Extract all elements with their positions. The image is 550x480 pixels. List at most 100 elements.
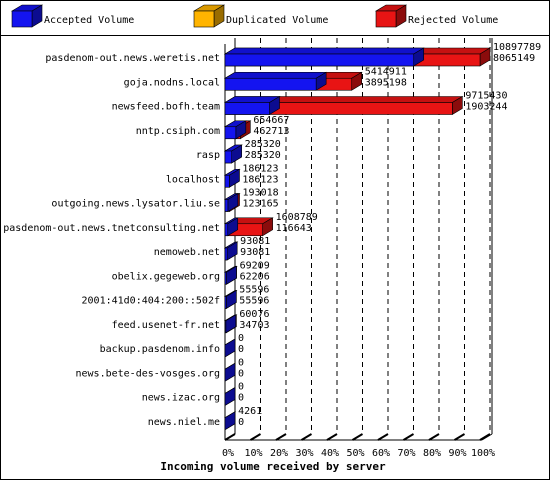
accepted-bar-face: [224, 247, 228, 261]
accepted-bar: [223, 241, 239, 261]
accepted-label: 285320: [245, 150, 281, 161]
total-label: 0: [238, 382, 244, 393]
x-tick: [377, 433, 389, 441]
accepted-bar: [223, 95, 281, 116]
x-tick-label: 70%: [397, 448, 415, 459]
legend-label: Accepted Volume: [44, 15, 134, 26]
accepted-bar: [223, 71, 328, 91]
accepted-bar-face: [224, 126, 237, 140]
x-tick-label: 90%: [448, 448, 466, 459]
accepted-bar: [223, 168, 241, 188]
accepted-label: 186123: [242, 174, 278, 185]
accepted-label: 93081: [240, 247, 270, 258]
x-tick: [479, 433, 491, 441]
accepted-bar: [223, 289, 238, 310]
total-label: 1608789: [276, 212, 318, 223]
accepted-label: 3895198: [365, 77, 407, 88]
accepted-bar: [224, 386, 236, 407]
accepted-bar-face: [224, 296, 227, 309]
y-tick-label: localhost: [166, 174, 220, 185]
accepted-bar-face: [224, 199, 229, 212]
total-label: 9715430: [465, 91, 507, 102]
legend-label: Rejected Volume: [408, 15, 498, 26]
total-label: 69209: [240, 260, 270, 271]
accepted-label: 0: [238, 368, 244, 379]
accepted-bar: [223, 217, 239, 237]
x-tick: [300, 433, 313, 441]
x-tick-label: 30%: [295, 448, 313, 459]
total-label: 654667: [253, 115, 289, 126]
legend-swatch-face: [193, 10, 215, 28]
x-tick-label: 40%: [321, 448, 339, 459]
legend-swatch-face: [375, 10, 397, 28]
total-label: 0: [238, 333, 244, 344]
legend-swatch-face: [11, 10, 33, 28]
x-tick-label: 0%: [222, 448, 234, 459]
x-tick: [326, 433, 338, 441]
y-tick-label: outgoing.news.lysator.liu.se: [51, 199, 220, 210]
y-tick-label: news.izac.org: [142, 393, 220, 404]
accepted-bar: [224, 411, 236, 431]
rejected-bar: [223, 95, 464, 116]
total-label: 10897789: [493, 42, 541, 53]
total-label: 193018: [243, 188, 279, 199]
y-tick-label: goja.nodns.local: [124, 77, 220, 88]
accepted-bar-face: [224, 223, 229, 237]
accepted-bar: [223, 265, 238, 285]
x-tick-label: 60%: [372, 448, 390, 459]
accepted-bar-face: [224, 53, 415, 67]
y-tick-label: news.niel.me: [148, 417, 220, 428]
accepted-bar-face: [224, 150, 232, 164]
accepted-label: 0: [238, 393, 244, 404]
total-label: 93081: [240, 236, 270, 247]
accepted-label: 462713: [253, 126, 289, 137]
legend-swatch: [374, 4, 408, 28]
accepted-label: 62206: [240, 271, 270, 282]
x-tick: [275, 433, 287, 441]
y-tick-label: feed.usenet-fr.net: [112, 320, 220, 331]
total-label: 285320: [245, 139, 281, 150]
y-tick-label: nntp.csiph.com: [136, 126, 220, 137]
total-label: 4261: [238, 406, 262, 417]
accepted-label: 34703: [239, 320, 269, 331]
accepted-label: 1903244: [465, 102, 507, 113]
accepted-bar: [223, 314, 237, 334]
accepted-label: 0: [238, 417, 244, 428]
accepted-bar: [223, 192, 239, 213]
y-tick-label: pasdenom-out.news.tnetconsulting.net: [3, 223, 220, 234]
floor-edge: [481, 433, 493, 441]
y-tick-label: rasp: [196, 150, 220, 161]
accepted-label: 116643: [276, 223, 312, 234]
accepted-bar-face: [224, 102, 270, 115]
accepted-bar-face: [223, 71, 328, 79]
legend-swatch: [10, 4, 44, 28]
x-tick: [428, 433, 440, 441]
total-label: 5414911: [365, 66, 407, 77]
x-tick: [453, 433, 466, 441]
accepted-bar: [224, 338, 236, 358]
accepted-bar-face: [224, 338, 236, 358]
accepted-label: 55596: [239, 296, 269, 307]
accepted-label: 8065149: [493, 53, 535, 64]
x-tick: [402, 433, 415, 441]
y-tick-label: newsfeed.bofh.team: [112, 102, 220, 113]
accepted-bar-face: [224, 386, 236, 407]
accepted-label: 123165: [243, 199, 279, 210]
y-tick-label: nemoweb.net: [154, 247, 220, 258]
y-tick-label: backup.pasdenom.info: [100, 344, 220, 355]
x-tick-label: 10%: [244, 448, 262, 459]
x-tick: [249, 433, 262, 441]
total-label: 55596: [239, 285, 269, 296]
accepted-bar-face: [224, 362, 236, 382]
accepted-bar: [223, 120, 247, 140]
total-label: 186123: [242, 163, 278, 174]
accepted-label: 0: [238, 344, 244, 355]
total-label: 60076: [239, 309, 269, 320]
accepted-bar-face: [224, 411, 236, 431]
y-tick-label: 2001:41d0:404:200::502f: [82, 296, 220, 307]
accepted-bar: [223, 144, 243, 164]
x-tick: [224, 433, 236, 441]
accepted-bar-face: [224, 271, 227, 285]
x-tick-label: 80%: [423, 448, 441, 459]
y-tick-label: obelix.gegeweb.org: [112, 271, 220, 282]
